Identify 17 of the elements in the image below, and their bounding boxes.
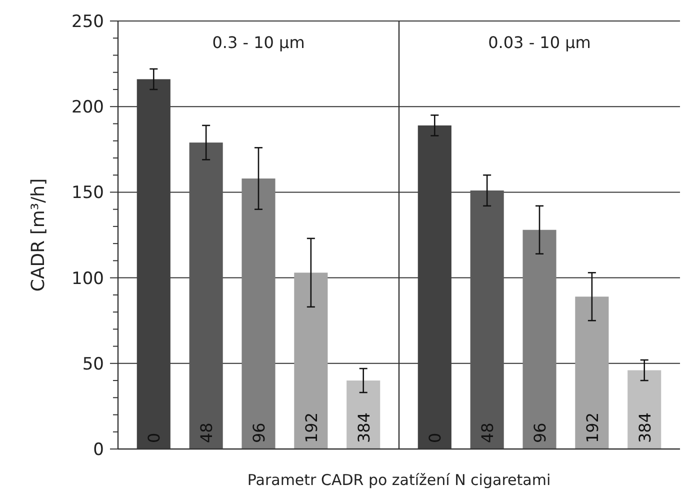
y-tick-label: 50: [82, 354, 104, 374]
y-tick-label: 150: [72, 183, 104, 204]
x-tick-label: 96: [250, 422, 268, 443]
x-tick-label: 384: [354, 412, 374, 443]
x-tick-label: 96: [530, 422, 550, 443]
x-axis-title: Parametr CADR po zatížení N cigaretami: [247, 471, 551, 489]
y-axis-title: CADR [m³/h]: [28, 178, 49, 292]
y-tick-label: 100: [72, 268, 104, 289]
text: 0.03 - 10 µm: [488, 33, 591, 52]
x-tick-label: 192: [302, 412, 321, 443]
text: 0.3 - 10 µm: [212, 33, 305, 52]
y-tick-label: 250: [72, 12, 104, 32]
x-tick-label: 192: [582, 412, 602, 443]
x-tick-label: 384: [635, 412, 654, 443]
x-tick-label: 48: [197, 422, 216, 443]
x-tick-label: 48: [478, 422, 498, 443]
y-tick-label: 200: [72, 98, 104, 118]
